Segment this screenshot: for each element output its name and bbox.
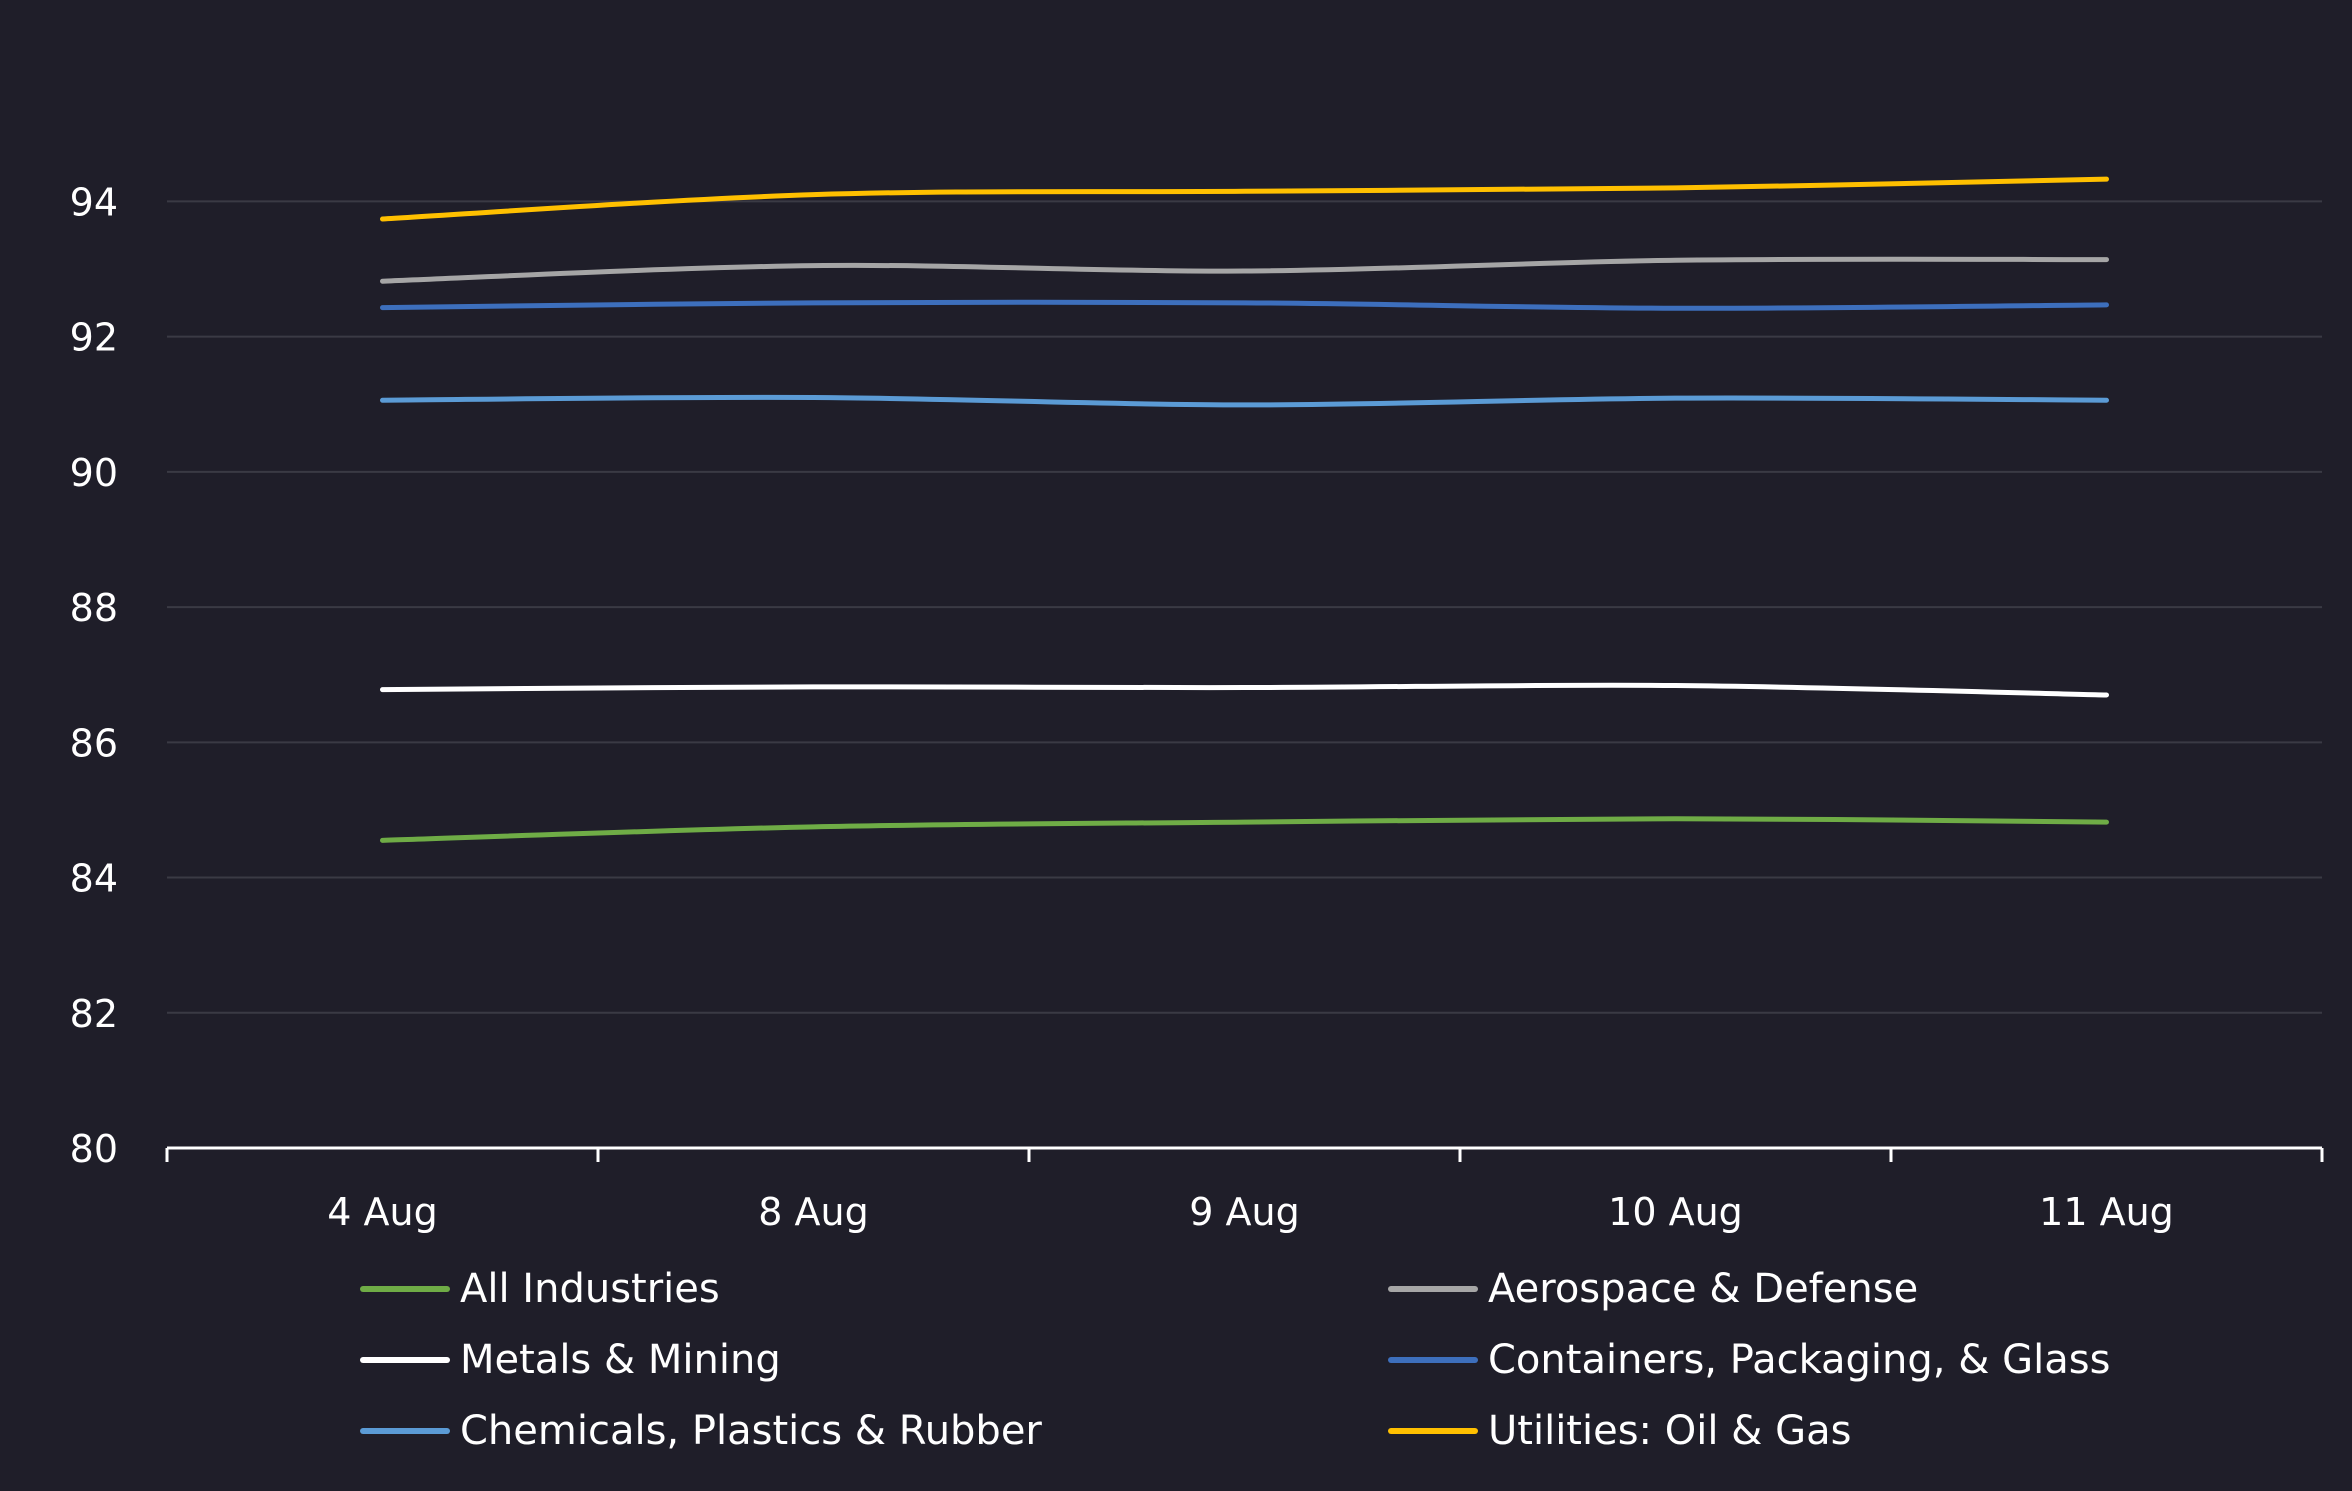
series-line-metals-mining — [380, 682, 2109, 698]
y-tick-label: 90 — [70, 451, 118, 495]
x-tick-label: 8 Aug — [758, 1190, 868, 1234]
series-line-chemicals-plastics-rubber — [380, 394, 2109, 408]
y-tick-label: 82 — [70, 992, 118, 1036]
y-tick-label: 88 — [70, 586, 118, 630]
x-tick-label: 9 Aug — [1189, 1190, 1299, 1234]
axes: 80 82 84 86 88 90 92 94 4 Aug 8 Aug 9 Aug 10 Aug 11 … — [70, 180, 2324, 1234]
y-tick-label: 86 — [70, 721, 118, 765]
series-line-all-industries — [380, 816, 2109, 843]
series-line-utilities-oil-gas — [380, 176, 2109, 222]
series-lines — [380, 176, 2109, 843]
y-tick-label: 80 — [70, 1127, 118, 1171]
x-tick-label: 4 Aug — [327, 1190, 437, 1234]
series-line-containers-packaging-glass — [380, 299, 2109, 311]
x-tick-label: 11 Aug — [2039, 1190, 2174, 1234]
y-tick-label: 92 — [70, 316, 118, 360]
gridlines — [167, 200, 2322, 1014]
series-line-aerospace-defense — [380, 256, 2109, 284]
x-tick-label: 10 Aug — [1608, 1190, 1743, 1234]
y-tick-label: 94 — [70, 180, 118, 224]
y-tick-label: 84 — [70, 857, 118, 901]
